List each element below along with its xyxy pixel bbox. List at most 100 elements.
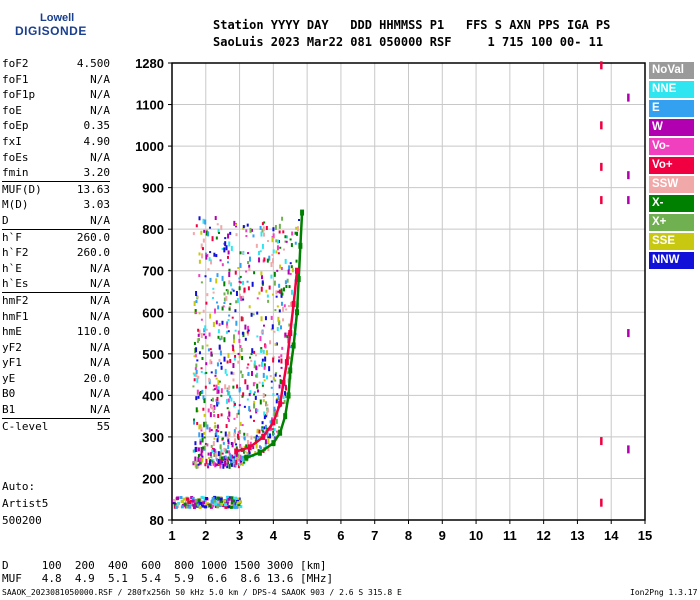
echo-point (193, 418, 196, 422)
echo-point (213, 414, 216, 418)
echo-point (274, 373, 277, 377)
echo-point (265, 415, 268, 418)
echo-point (201, 433, 204, 438)
echo-point (192, 449, 195, 453)
echo-point (203, 333, 206, 336)
echo-point (227, 456, 230, 460)
param-label: C-level (2, 419, 49, 433)
echo-point (239, 262, 242, 268)
echo-point (273, 271, 276, 277)
echo-point (222, 463, 225, 469)
echo-point (233, 220, 236, 226)
echo-point (272, 249, 275, 254)
echo-point (276, 290, 279, 293)
echo-point (188, 501, 192, 505)
echo-point (264, 356, 267, 362)
echo-point (208, 504, 212, 508)
echo-point (220, 449, 223, 453)
y-tick-label: 1000 (135, 139, 164, 154)
echo-point (217, 379, 220, 385)
legend-item: W (649, 119, 694, 136)
echo-point (230, 461, 233, 464)
echo-point (243, 448, 246, 454)
echo-point (247, 261, 250, 265)
echo-point (237, 502, 241, 506)
echo-point (235, 300, 238, 304)
echo-point (272, 233, 275, 239)
spike-mark (600, 162, 603, 171)
echo-point (233, 357, 236, 361)
echo-point (204, 325, 207, 331)
echo-point (280, 325, 283, 330)
echo-point (205, 328, 208, 331)
echo-point (223, 499, 227, 503)
echo-point (229, 291, 232, 295)
echo-point (208, 226, 211, 229)
y-tick-label: 500 (142, 347, 164, 362)
echo-point (260, 231, 263, 237)
spike-mark (627, 171, 630, 180)
echo-point (245, 270, 248, 273)
param-value: N/A (90, 340, 110, 354)
echo-point (271, 253, 274, 256)
echo-point (199, 438, 202, 441)
x-tick-label: 11 (503, 528, 517, 543)
echo-point (263, 232, 266, 237)
echo-point (216, 496, 220, 500)
echo-point (186, 497, 190, 501)
echo-point (263, 379, 266, 382)
echo-point (259, 399, 262, 405)
echo-point (232, 385, 235, 389)
echo-point (214, 448, 217, 454)
echo-point (239, 505, 243, 509)
echo-point (265, 401, 268, 407)
echo-point (248, 406, 251, 412)
param-value: 260.0 (76, 230, 110, 244)
echo-point (240, 370, 243, 374)
echo-point (271, 237, 274, 243)
echo-point (278, 283, 281, 288)
echo-point (230, 499, 234, 503)
echo-point (265, 424, 268, 429)
echo-point (220, 388, 223, 394)
param-label: yF2 (2, 340, 22, 354)
echo-point (215, 431, 218, 436)
echo-point (250, 435, 253, 440)
param-label: h`Es (2, 277, 29, 291)
echo-point (202, 218, 205, 224)
echo-point (201, 356, 204, 360)
echo-point (210, 404, 213, 410)
echo-point (227, 441, 230, 445)
echo-point (235, 459, 238, 465)
echo-point (272, 227, 275, 232)
echo-point (288, 265, 291, 271)
echo-point (261, 228, 264, 233)
echo-point (211, 236, 214, 242)
echo-point (182, 497, 186, 501)
echo-point (275, 239, 278, 243)
echo-point (242, 295, 245, 300)
echo-point (277, 252, 280, 255)
echo-point (250, 352, 253, 355)
echo-point (217, 305, 220, 310)
x-tick-label: 14 (604, 528, 619, 543)
echo-point (260, 271, 263, 276)
param-value: N/A (90, 293, 110, 307)
echo-point (267, 408, 270, 413)
echo-point (263, 365, 266, 370)
echo-point (194, 348, 197, 354)
echo-point (239, 344, 242, 348)
echo-point (212, 321, 215, 327)
echo-point (205, 502, 209, 506)
echo-point (203, 505, 207, 509)
echo-point (264, 439, 267, 445)
echo-point (253, 391, 256, 394)
legend-item: X- (649, 195, 694, 212)
echo-point (203, 328, 206, 333)
param-label: foE (2, 103, 22, 117)
param-value: N/A (90, 277, 110, 291)
echo-point (204, 219, 207, 225)
echo-point (242, 461, 245, 464)
echo-point (256, 428, 259, 431)
echo-point (236, 413, 239, 419)
